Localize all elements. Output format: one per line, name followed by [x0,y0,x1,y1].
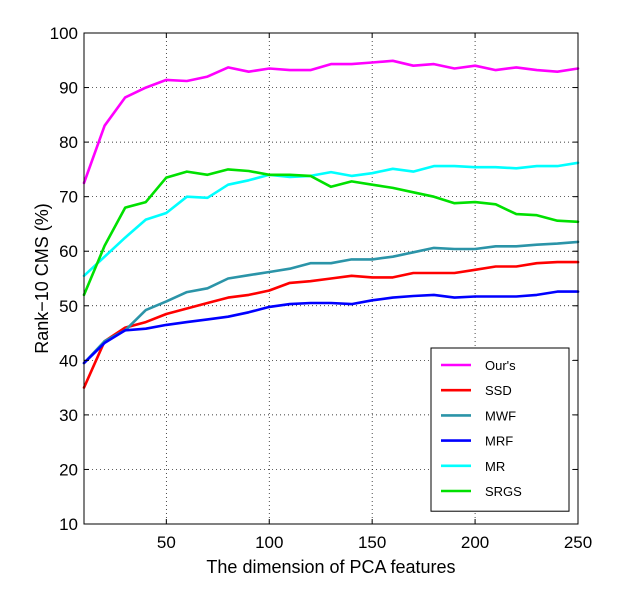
legend: Our's SSD MWF MRF MR SRGS [430,347,570,512]
y-axis-title: Rank−10 CMS (%) [32,203,52,354]
x-tick-label: 200 [461,533,489,552]
y-tick-label: 20 [59,460,78,479]
y-tick-label: 90 [59,79,78,98]
series-line-6 [82,168,580,297]
y-tick-label: 100 [50,24,78,43]
legend-label: SSD [485,383,512,398]
x-axis-title: The dimension of PCA features [206,557,455,577]
x-tick-label: 150 [358,533,386,552]
legend-label: MWF [485,408,516,423]
y-tick-label: 30 [59,406,78,425]
y-tick-label: 60 [59,242,78,261]
legend-label: MRF [485,434,513,449]
series-line-5 [82,161,580,278]
series-line-4 [82,290,580,365]
legend-label: SRGS [485,484,522,499]
y-tick-label: 10 [59,515,78,534]
legend-box [430,347,570,512]
y-tick-label: 40 [59,351,78,370]
y-tick-label: 80 [59,133,78,152]
x-tick-label: 50 [157,533,176,552]
x-tick-label: 100 [255,533,283,552]
series-line-2 [82,260,580,389]
legend-label: MR [485,459,505,474]
series-lines [82,59,580,389]
series-line-1 [82,59,580,185]
plot-frame [83,32,579,525]
legend-label: Our's [485,358,516,373]
y-tick-label: 50 [59,297,78,316]
axis-ticks: 50 100 150 200 250 10 20 30 40 50 60 70 80 90 100 [50,24,593,552]
y-tick-label: 70 [59,188,78,207]
series-line-3 [82,240,580,365]
x-tick-label: 250 [564,533,592,552]
